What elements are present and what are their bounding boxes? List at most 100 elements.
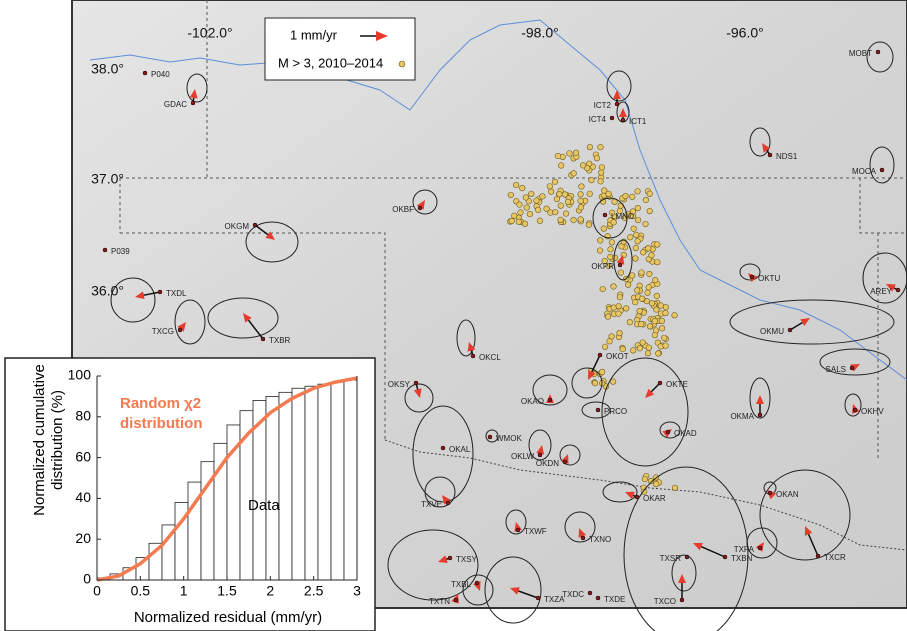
earthquake-dot xyxy=(639,270,645,276)
histogram-bar xyxy=(344,380,357,580)
earthquake-dot xyxy=(617,294,623,300)
earthquake-dot xyxy=(629,194,635,200)
station-label: TXBL xyxy=(451,580,472,589)
x-axis-label: Normalized residual (mm/yr) xyxy=(134,609,322,626)
earthquake-dot xyxy=(522,221,528,227)
earthquake-dot xyxy=(597,248,603,254)
earthquake-dot xyxy=(524,205,530,211)
earthquake-dot xyxy=(645,350,651,356)
earthquake-dot xyxy=(601,226,607,232)
annotation: Random χ2 xyxy=(120,395,201,412)
station-label: MOBT xyxy=(849,49,872,58)
earthquake-dot xyxy=(598,144,604,150)
station-dot xyxy=(618,263,622,267)
earthquake-dot xyxy=(600,286,606,292)
earthquake-dot xyxy=(663,310,669,316)
lon-label: -102.0° xyxy=(187,25,232,41)
histogram-bar xyxy=(266,396,279,580)
station-dot xyxy=(680,598,684,602)
histogram-bar xyxy=(305,386,318,580)
earthquake-dot xyxy=(578,217,584,223)
earthquake-dot xyxy=(602,344,608,350)
station-dot xyxy=(880,168,884,172)
lat-label: 38.0° xyxy=(91,61,124,77)
station-dot xyxy=(191,101,195,105)
station-label: OKOT xyxy=(606,352,629,361)
legend-quake-dot xyxy=(399,61,405,67)
earthquake-dot xyxy=(580,163,586,169)
station-label: TXBR xyxy=(269,336,291,345)
earthquake-dot xyxy=(647,191,653,197)
station-label: NDS1 xyxy=(776,152,798,161)
earthquake-dot xyxy=(578,192,584,198)
station-label: SALS xyxy=(826,365,846,374)
station-label: OKPR xyxy=(591,262,614,271)
earthquake-dot xyxy=(647,324,653,330)
earthquake-dot xyxy=(654,293,660,299)
earthquake-dot xyxy=(631,226,637,232)
legend: 1 mm/yr M > 3, 2010–2014 xyxy=(265,18,415,80)
earthquake-dot xyxy=(599,369,605,375)
station-dot xyxy=(448,556,452,560)
earthquake-dot xyxy=(608,247,614,253)
station-label: OKGM xyxy=(225,222,250,231)
earthquake-dot xyxy=(658,303,664,309)
station-label: TXNO xyxy=(589,535,611,544)
annotation: Data xyxy=(248,497,280,514)
earthquake-dot xyxy=(652,277,658,283)
earthquake-dot xyxy=(625,282,631,288)
station-label: TXDC xyxy=(562,590,584,599)
y-axis-label: distribution (%) xyxy=(49,390,66,490)
earthquake-dot xyxy=(513,182,519,188)
station-dot xyxy=(418,206,422,210)
earthquake-dot xyxy=(645,246,651,252)
earthquake-dot xyxy=(552,179,558,185)
earthquake-dot xyxy=(635,189,641,195)
station-dot xyxy=(850,366,854,370)
earthquake-dot xyxy=(640,250,646,256)
earthquake-dot xyxy=(558,203,564,209)
earthquake-dot xyxy=(655,259,661,265)
station-dot xyxy=(750,275,754,279)
station-label: OKTU xyxy=(758,274,780,283)
earthquake-dot xyxy=(599,164,605,170)
earthquake-dot xyxy=(509,218,515,224)
station-label: OKCL xyxy=(479,353,501,362)
station-label: OKBF xyxy=(392,205,414,214)
earthquake-dot xyxy=(535,207,541,213)
x-tick-label: 1.5 xyxy=(217,583,237,599)
station-dot xyxy=(103,248,107,252)
earthquake-dot xyxy=(620,346,626,352)
station-label: TXDL xyxy=(166,289,187,298)
station-dot xyxy=(414,381,418,385)
earthquake-dot xyxy=(565,199,571,205)
lat-label: 37.0° xyxy=(91,171,124,187)
earthquake-dot xyxy=(612,255,618,261)
earthquake-dot xyxy=(534,198,540,204)
station-label: OKLW xyxy=(511,452,534,461)
earthquake-dot xyxy=(635,205,641,211)
station-dot xyxy=(853,408,857,412)
station-dot xyxy=(876,50,880,54)
station-dot xyxy=(768,491,772,495)
earthquake-dot xyxy=(618,270,624,276)
station-dot xyxy=(768,153,772,157)
y-tick-label: 0 xyxy=(83,571,91,587)
earthquake-dot xyxy=(649,252,655,258)
legend-quake-label: M > 3, 2010–2014 xyxy=(278,55,383,70)
histogram-bar xyxy=(279,392,292,580)
station-dot xyxy=(723,555,727,559)
earthquake-dot xyxy=(606,191,612,197)
station-label: OKAD xyxy=(674,429,697,438)
earthquake-dot xyxy=(518,210,524,216)
station-label: OKAL xyxy=(449,445,471,454)
station-label: GDAC xyxy=(164,100,187,109)
earthquake-dot xyxy=(587,191,593,197)
station-dot xyxy=(896,288,900,292)
x-tick-label: 2.5 xyxy=(304,583,324,599)
station-label: MOCA xyxy=(852,167,877,176)
y-tick-label: 100 xyxy=(68,367,92,383)
y-tick-label: 80 xyxy=(75,408,91,424)
station-dot xyxy=(261,337,265,341)
station-dot xyxy=(621,118,625,122)
